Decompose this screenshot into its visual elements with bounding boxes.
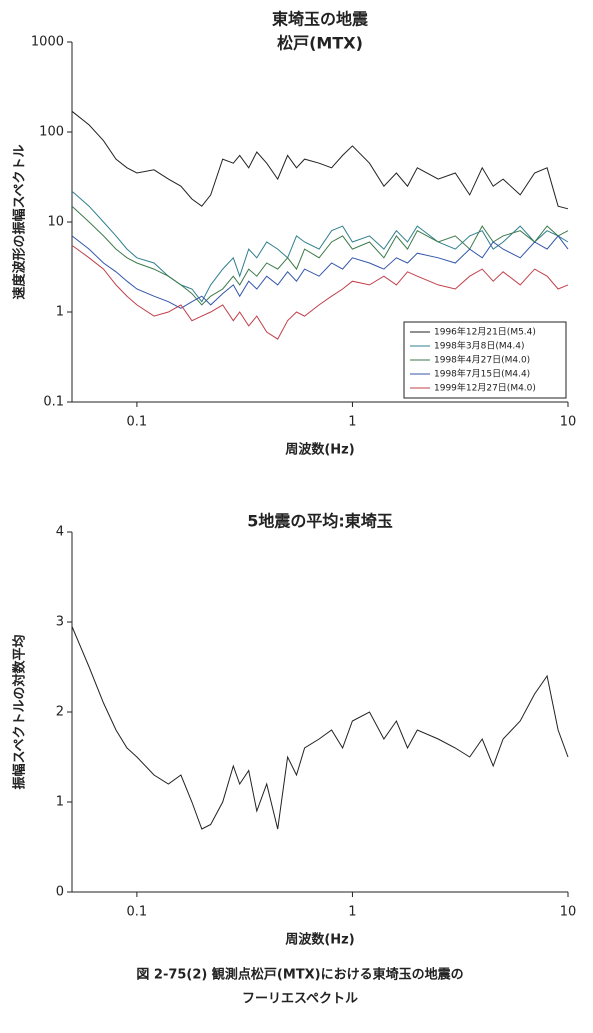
y-tick-label: 1000 bbox=[31, 35, 64, 50]
chart-title: 東埼玉の地震 bbox=[272, 10, 369, 29]
legend-box bbox=[403, 321, 567, 399]
y-tick-label: 0 bbox=[56, 885, 64, 900]
legend-label: 1998年4月27日(M4.0) bbox=[434, 354, 530, 366]
y-axis-label: 振幅スペクトルの対数平均 bbox=[12, 634, 28, 789]
data-line bbox=[71, 235, 569, 309]
y-tick-label: 4 bbox=[56, 525, 64, 540]
y-tick-label: 10 bbox=[47, 215, 64, 230]
x-tick-label: 0.1 bbox=[127, 415, 148, 430]
y-tick-label: 1 bbox=[56, 305, 64, 320]
chart-title: 5地震の平均:東埼玉 bbox=[247, 512, 393, 531]
x-tick-label: 0.1 bbox=[127, 905, 148, 920]
y-tick-label: 0.1 bbox=[43, 395, 64, 410]
chart-subtitle: 松戸(MTX) bbox=[277, 34, 363, 53]
data-line bbox=[71, 190, 569, 303]
y-tick-label: 2 bbox=[56, 705, 64, 720]
y-tick-label: 1 bbox=[56, 795, 64, 810]
x-axis-label: 周波数(Hz) bbox=[285, 442, 354, 458]
data-line bbox=[71, 205, 569, 306]
data-line bbox=[71, 110, 569, 210]
legend-label: 1998年7月15日(M4.4) bbox=[434, 368, 530, 380]
data-line bbox=[71, 626, 569, 830]
legend-label: 1998年3月8日(M4.4) bbox=[434, 340, 524, 352]
y-axis-label: 速度波形の振幅スペクトル bbox=[12, 144, 28, 299]
x-axis-label: 周波数(Hz) bbox=[285, 932, 354, 948]
x-tick-label: 1 bbox=[348, 415, 356, 430]
x-tick-label: 1 bbox=[348, 905, 356, 920]
caption: 図 2-75(2) 観測点松戸(MTX)における東埼玉の地震の bbox=[136, 967, 463, 983]
x-tick-label: 10 bbox=[560, 905, 577, 920]
legend-label: 1999年12月27日(M4.0) bbox=[434, 382, 536, 394]
data-line bbox=[71, 244, 569, 340]
caption: フーリエスペクトル bbox=[242, 992, 358, 1007]
x-tick-label: 10 bbox=[560, 415, 577, 430]
y-tick-label: 3 bbox=[56, 615, 64, 630]
legend-label: 1996年12月21日(M5.4) bbox=[434, 326, 536, 338]
y-tick-label: 100 bbox=[39, 125, 64, 140]
